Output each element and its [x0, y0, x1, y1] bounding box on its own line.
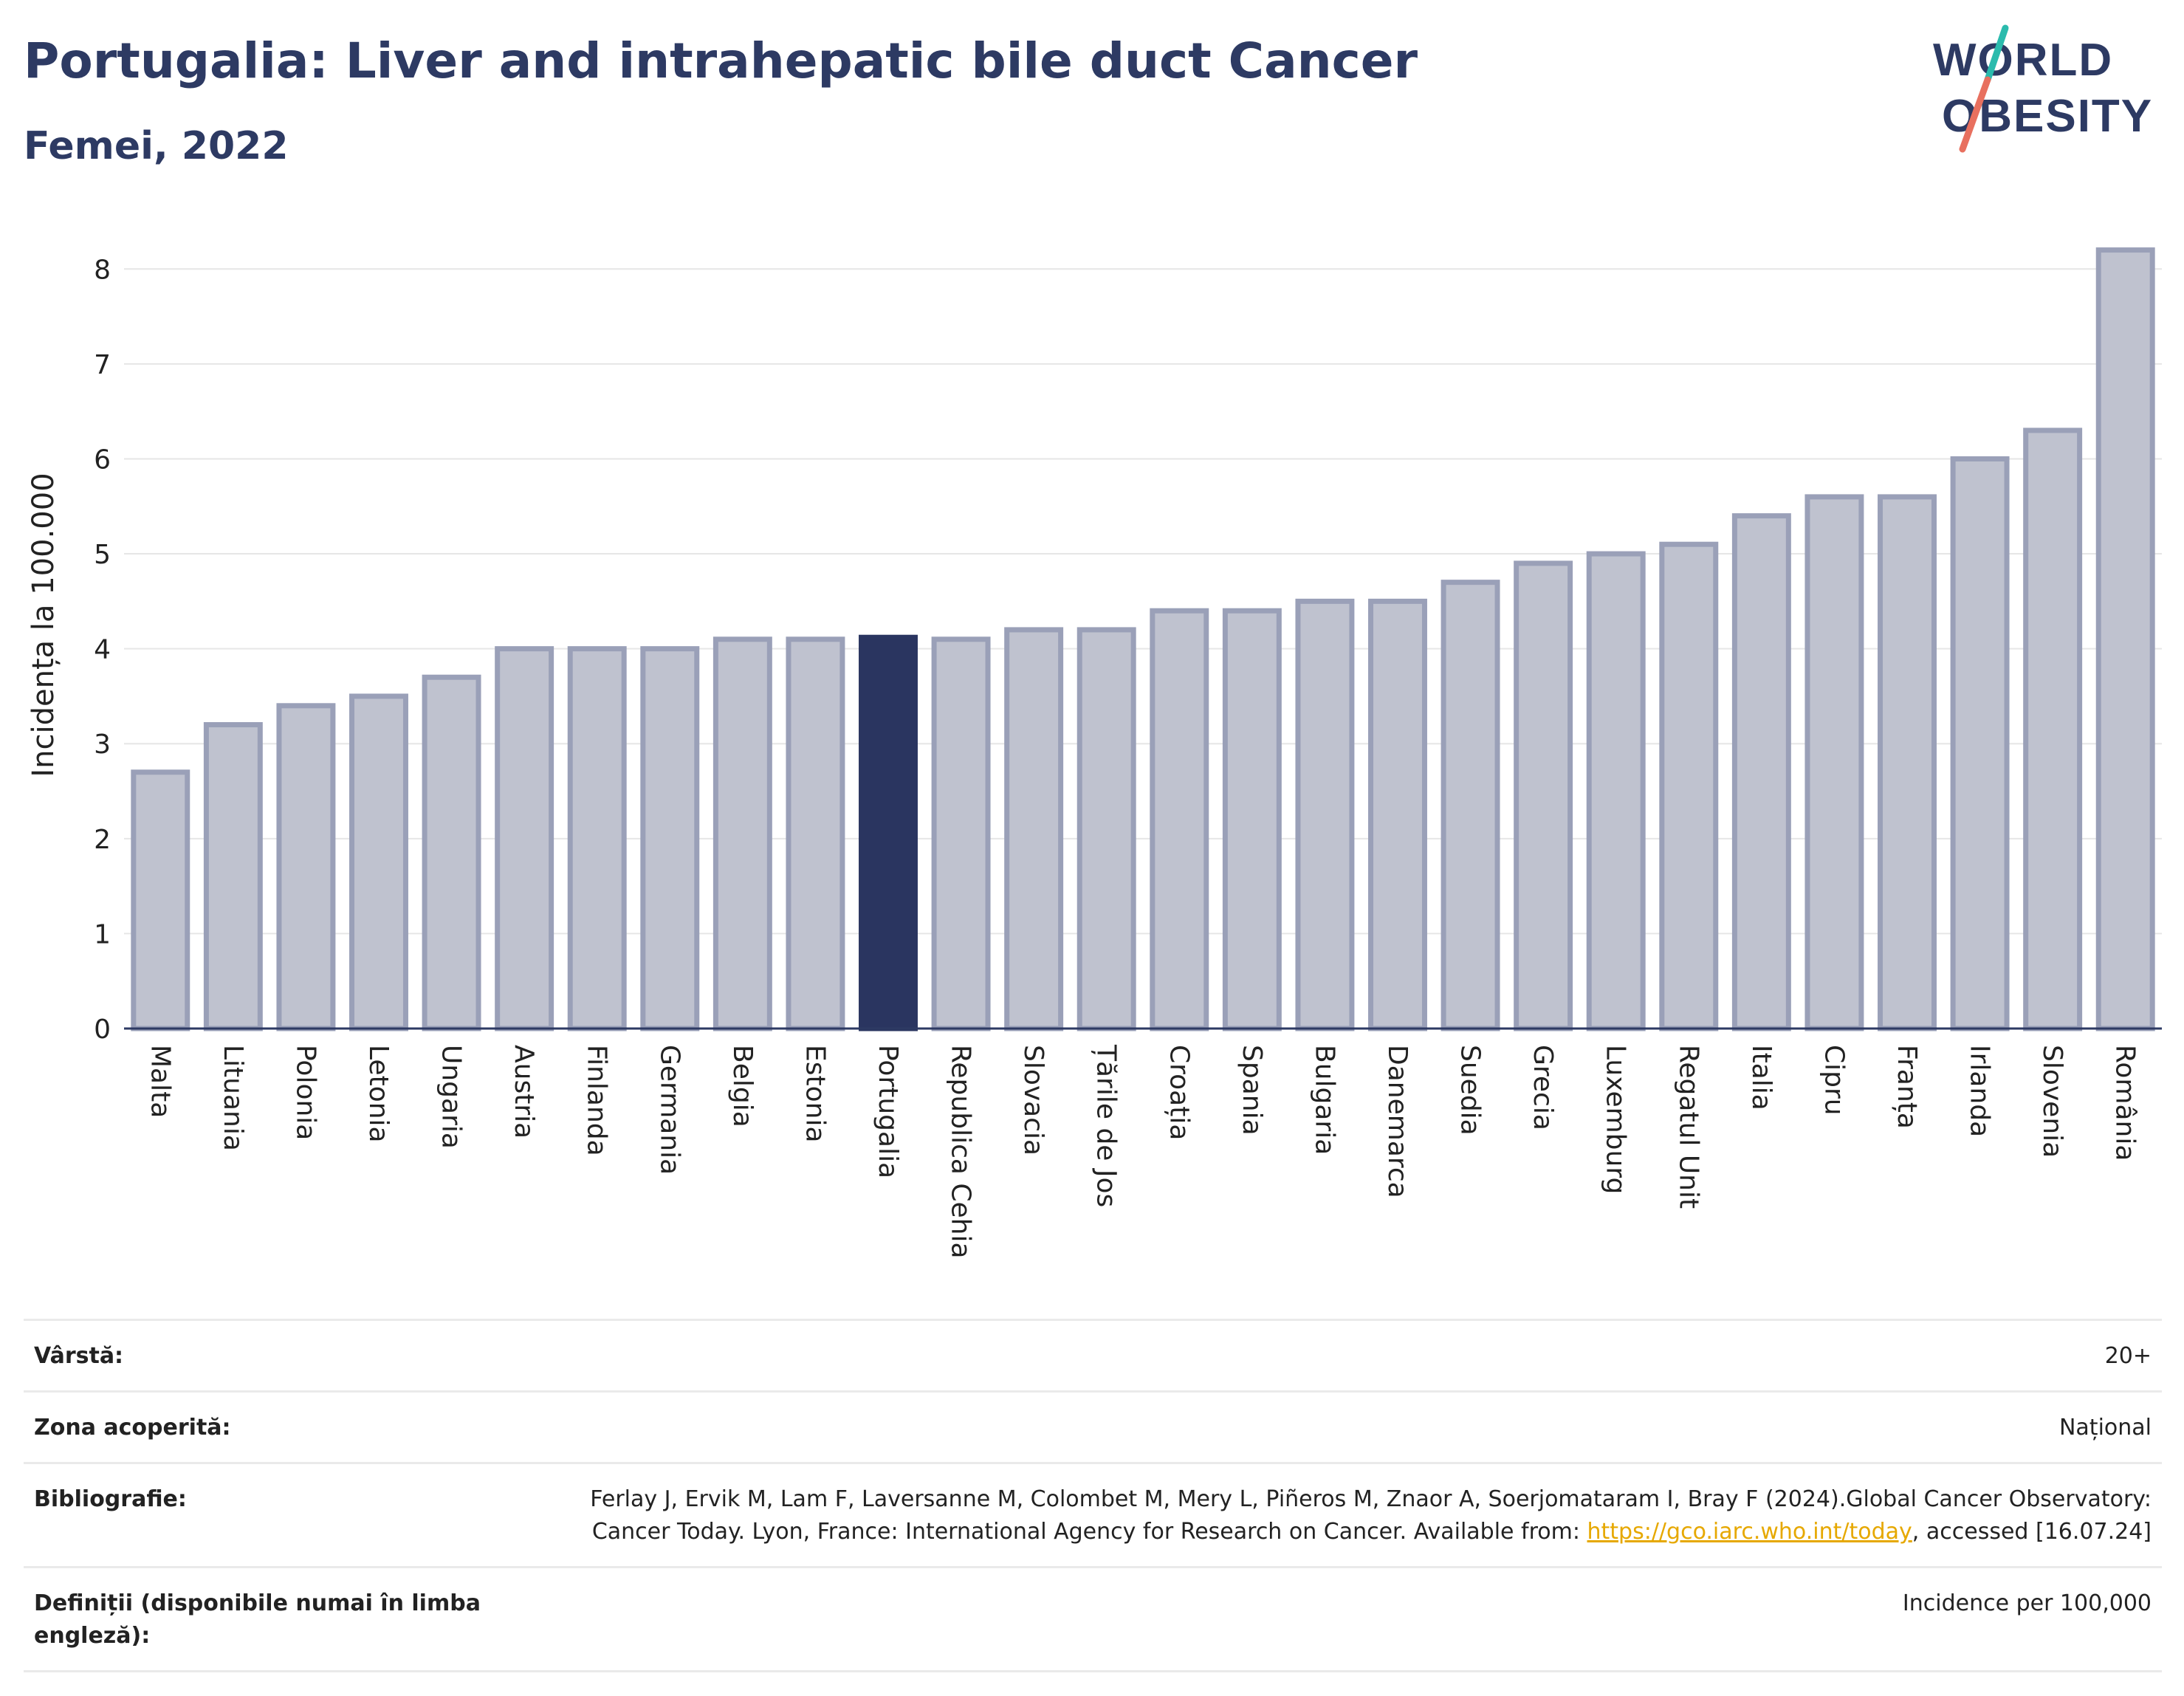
bar-țările-de-jos [1076, 627, 1136, 1031]
x-tick-label: Letonia [363, 1045, 394, 1143]
bibliography-accessed: , accessed [16.07.24] [1912, 1519, 2152, 1545]
x-tick-label: Germania [654, 1045, 684, 1175]
info-row-coverage: Zona acoperită: Național [24, 1390, 2162, 1462]
x-tick-label: România [2110, 1045, 2140, 1161]
x-tick-label: Portugalia [873, 1045, 903, 1178]
bar-regatul-unit [1659, 541, 1719, 1031]
x-tick-label: Luxemburg [1601, 1045, 1631, 1194]
bar-malta [131, 769, 190, 1031]
bar-lituania [203, 722, 263, 1031]
bar-italia [1731, 513, 1791, 1031]
info-value-coverage: Național [2058, 1415, 2152, 1441]
bar-spania [1222, 608, 1282, 1031]
bar-chart: 0 1 2 3 4 5 6 7 8 Incidența la 100.000 Malta Lituan… [27, 247, 2162, 1259]
x-tick-label: Lituania [218, 1045, 248, 1151]
x-tick-label: Polonia [290, 1045, 320, 1140]
bar-cipru [1804, 494, 1864, 1031]
logo-slash-bottom [1959, 76, 1991, 153]
chart-title: Portugalia: Liver and intrahepatic bile … [24, 32, 1418, 89]
bar-germania [640, 646, 700, 1031]
bar-franța [1878, 494, 1937, 1031]
bar-luxemburg [1586, 551, 1646, 1031]
world-obesity-logo: WORLD OBESITY [1933, 24, 2152, 153]
x-tick-label: Italia [1746, 1045, 1776, 1110]
bar-danemarca [1368, 598, 1427, 1031]
bar-belgia [712, 636, 772, 1031]
bar-ungaria [422, 674, 481, 1031]
x-tick-label: Republica Cehia [946, 1045, 976, 1259]
y-tick-label: 8 [94, 255, 111, 285]
y-tick-label: 5 [94, 540, 111, 570]
bar-polonia [276, 703, 336, 1031]
x-tick-label: Slovenia [2037, 1045, 2067, 1158]
x-tick-label: Suedia [1455, 1045, 1486, 1136]
bar-portugalia [859, 634, 918, 1031]
x-tick-label: Malta [145, 1045, 175, 1118]
info-row-age: Vârstă: 20+ [24, 1319, 2162, 1390]
x-tick-label: Franța [1892, 1045, 1922, 1129]
x-tick-label: Cipru [1819, 1045, 1849, 1116]
bibliography-link[interactable]: https://gco.iarc.who.int/today [1587, 1519, 1912, 1545]
bar-bulgaria [1295, 598, 1355, 1031]
info-label-age: Vârstă: [34, 1343, 124, 1369]
x-tick-label: Estonia [800, 1045, 830, 1143]
x-tick-label: Slovacia [1018, 1045, 1048, 1156]
bar-estonia [786, 636, 845, 1031]
bar-finlanda [567, 646, 627, 1031]
bar-slovacia [1004, 627, 1064, 1031]
y-tick-label: 1 [94, 919, 111, 950]
chart-subtitle: Femei, 2022 [24, 124, 289, 168]
logo-slash-top [1984, 24, 2009, 83]
info-label-bibliography: Bibliografie: [34, 1486, 187, 1512]
x-tick-label: Danemarca [1382, 1045, 1412, 1198]
y-tick-label: 3 [94, 729, 111, 760]
y-tick-label: 7 [94, 350, 111, 380]
x-tick-label: Finlanda [582, 1045, 612, 1156]
y-tick-label: 6 [94, 444, 111, 475]
x-tick-label: Austria [509, 1045, 539, 1139]
info-value-bibliography: Ferlay J, Ervik M, Lam F, Laversanne M, … [542, 1483, 2152, 1548]
y-axis-label: Incidența la 100.000 [27, 473, 61, 777]
x-tick-label: Croația [1164, 1045, 1194, 1140]
bar-letonia [349, 693, 408, 1031]
bar-republica-cehia [931, 636, 991, 1031]
x-tick-label: Bulgaria [1309, 1045, 1339, 1155]
y-tick-label: 4 [94, 635, 111, 665]
bar-suedia [1440, 580, 1500, 1031]
info-label-definitions: Definiții (disponibile numai în limba en… [34, 1590, 481, 1649]
bar-austria [495, 646, 554, 1031]
x-tick-label: Irlanda [1965, 1045, 1995, 1137]
bar-irlanda [1950, 456, 2010, 1031]
bar-românia [2095, 247, 2155, 1031]
x-tick-label: Țările de Jos [1091, 1044, 1122, 1207]
x-tick-label: Grecia [1528, 1045, 1558, 1130]
bibliography-text: Ferlay J, Ervik M, Lam F, Laversanne M, … [590, 1486, 2152, 1545]
x-tick-label: Regatul Unit [1673, 1045, 1703, 1209]
x-tick-label: Spania [1237, 1045, 1267, 1136]
y-tick-label: 0 [94, 1014, 111, 1045]
x-tick-label: Belgia [727, 1045, 758, 1127]
info-table: Vârstă: 20+ Zona acoperită: Național Bib… [24, 1319, 2162, 1672]
info-label-coverage: Zona acoperită: [34, 1415, 231, 1441]
info-value-age: 20+ [2104, 1343, 2152, 1369]
y-tick-label: 2 [94, 825, 111, 855]
bar-croația [1150, 608, 1209, 1031]
info-row-definitions: Definiții (disponibile numai în limba en… [24, 1566, 2162, 1672]
info-value-definitions: Incidence per 100,000 [1902, 1590, 2152, 1616]
logo-text-world: WORLD [1933, 35, 2113, 86]
bar-slovenia [2023, 428, 2083, 1031]
bar-grecia [1514, 560, 1573, 1031]
x-tick-label: Ungaria [436, 1045, 467, 1149]
info-row-bibliography: Bibliografie: Ferlay J, Ervik M, Lam F, … [24, 1462, 2162, 1566]
